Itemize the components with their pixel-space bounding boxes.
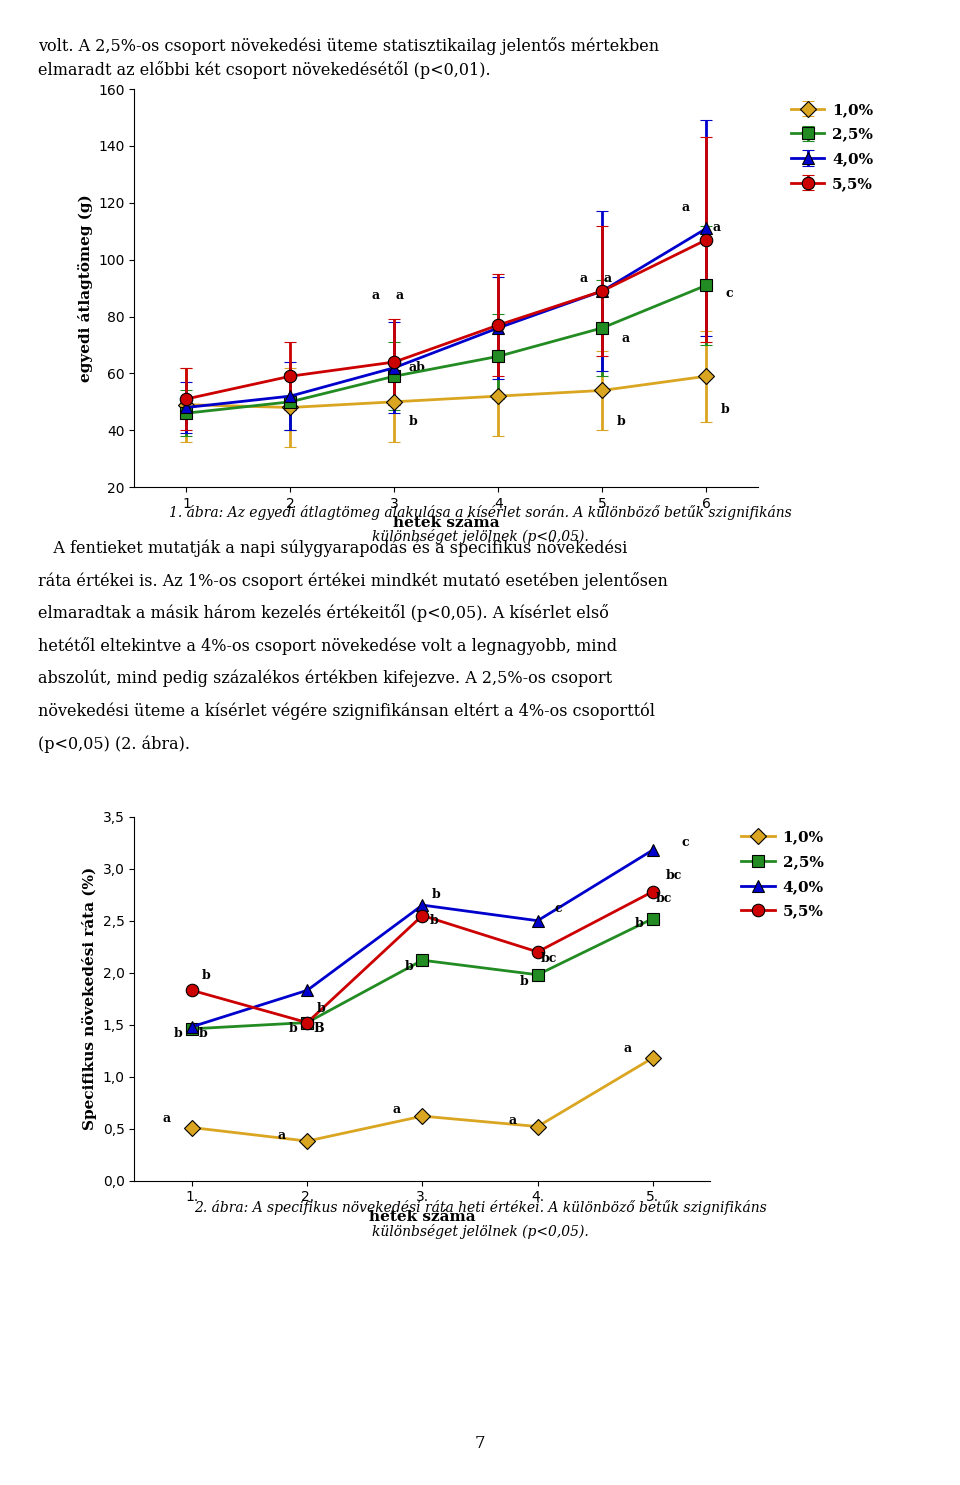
Text: b: b	[202, 968, 210, 982]
X-axis label: hetek száma: hetek száma	[369, 1210, 476, 1224]
2,5%	[647, 910, 659, 928]
Text: a: a	[604, 272, 612, 285]
4,0%	[532, 912, 543, 930]
Text: b: b	[429, 913, 439, 927]
2,5%	[301, 1014, 313, 1032]
2,5%	[186, 1020, 198, 1038]
Text: elmaradtak a másik három kezelés értékeitől (p<0,05). A kísérlet első: elmaradtak a másik három kezelés értékei…	[38, 604, 610, 622]
Text: különbséget jelölnek (p<0,05).: különbséget jelölnek (p<0,05).	[372, 529, 588, 544]
5,5%	[647, 882, 659, 900]
Line: 2,5%: 2,5%	[186, 913, 659, 1035]
Legend: 1,0%, 2,5%, 4,0%, 5,5%: 1,0%, 2,5%, 4,0%, 5,5%	[735, 824, 829, 925]
Text: abszolút, mind pedig százalékos értékben kifejezve. A 2,5%-os csoport: abszolút, mind pedig százalékos értékben…	[38, 670, 612, 688]
Text: b: b	[616, 414, 626, 428]
Text: b: b	[635, 916, 643, 930]
Text: b: b	[317, 1002, 325, 1016]
Legend: 1,0%, 2,5%, 4,0%, 5,5%: 1,0%, 2,5%, 4,0%, 5,5%	[784, 97, 879, 198]
Text: B: B	[313, 1022, 324, 1035]
Text: ráta értékei is. Az 1%-os csoport értékei mindkét mutató esetében jelentősen: ráta értékei is. Az 1%-os csoport értéke…	[38, 572, 668, 590]
Text: különbséget jelölnek (p<0,05).: különbséget jelölnek (p<0,05).	[372, 1224, 588, 1238]
Text: A fentieket mutatják a napi súlygyarapodás és a specifikus növekedési: A fentieket mutatják a napi súlygyarapod…	[38, 539, 628, 557]
Text: a: a	[162, 1112, 171, 1126]
4,0%	[301, 982, 313, 999]
X-axis label: hetek száma: hetek száma	[393, 517, 500, 530]
Text: bc: bc	[656, 892, 673, 904]
Text: hetétől eltekintve a 4%-os csoport növekedése volt a legnagyobb, mind: hetétől eltekintve a 4%-os csoport növek…	[38, 637, 617, 655]
Y-axis label: Specifikus növekedési ráta (%): Specifikus növekedési ráta (%)	[83, 867, 97, 1130]
Text: a: a	[508, 1114, 516, 1127]
Text: c: c	[555, 903, 563, 915]
Text: c: c	[682, 836, 689, 849]
4,0%	[186, 1017, 198, 1035]
Y-axis label: egyedi átlagtömeg (g): egyedi átlagtömeg (g)	[78, 195, 92, 382]
Text: a: a	[372, 290, 380, 303]
Text: bc: bc	[540, 952, 558, 965]
Line: 4,0%: 4,0%	[185, 843, 660, 1034]
Text: a: a	[682, 202, 689, 214]
Text: a: a	[396, 290, 403, 303]
Text: b: b	[289, 1022, 298, 1035]
4,0%	[417, 897, 428, 915]
1,0%	[417, 1108, 428, 1126]
5,5%	[186, 982, 198, 999]
Text: a: a	[277, 1129, 286, 1142]
Text: a: a	[393, 1103, 401, 1117]
Text: 2. ábra: A specifikus növekedési ráta heti értékei. A különböző betűk szignifiká: 2. ábra: A specifikus növekedési ráta he…	[194, 1200, 766, 1215]
Text: b: b	[721, 402, 730, 416]
1,0%	[532, 1118, 543, 1136]
Line: 1,0%: 1,0%	[186, 1053, 659, 1146]
Text: a: a	[621, 333, 630, 345]
5,5%	[532, 943, 543, 961]
Text: volt. A 2,5%-os csoport növekedési üteme statisztikailag jelentős mértekben
elma: volt. A 2,5%-os csoport növekedési üteme…	[38, 37, 660, 79]
Text: (p<0,05) (2. ábra).: (p<0,05) (2. ábra).	[38, 735, 190, 753]
1,0%	[301, 1132, 313, 1149]
Text: b: b	[409, 414, 418, 428]
Text: b: b	[519, 976, 528, 988]
Text: b: b	[404, 959, 413, 973]
Text: növekedési üteme a kísérlet végére szignifikánsan eltért a 4%-os csoporttól: növekedési üteme a kísérlet végére szign…	[38, 702, 656, 720]
Text: 7: 7	[474, 1436, 486, 1452]
1,0%	[647, 1048, 659, 1066]
Line: 5,5%: 5,5%	[185, 885, 660, 1029]
5,5%	[417, 906, 428, 924]
Text: ab: ab	[409, 361, 425, 374]
5,5%	[301, 1014, 313, 1032]
Text: a: a	[712, 221, 721, 235]
2,5%	[532, 965, 543, 983]
1,0%	[186, 1118, 198, 1136]
2,5%	[417, 952, 428, 970]
Text: b: b	[432, 888, 441, 901]
Text: b: b	[199, 1028, 208, 1040]
Text: c: c	[726, 287, 733, 300]
Text: b: b	[174, 1028, 182, 1040]
Text: a: a	[623, 1041, 632, 1054]
Text: bc: bc	[665, 869, 682, 882]
4,0%	[647, 841, 659, 858]
Text: 1. ábra: Az egyedi átlagtömeg alakulása a kísérlet során. A különböző betűk szig: 1. ábra: Az egyedi átlagtömeg alakulása …	[169, 505, 791, 520]
Text: a: a	[580, 272, 588, 285]
